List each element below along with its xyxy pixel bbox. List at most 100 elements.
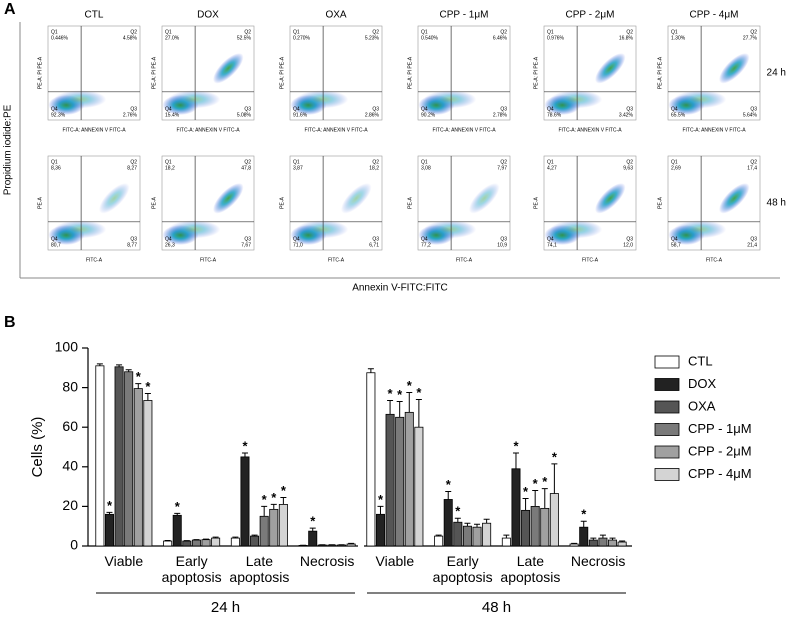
error-bar [135,383,142,389]
event-cloud [341,183,372,214]
legend-swatch [654,355,680,369]
event-cloud [168,90,221,109]
bar [521,509,531,547]
bar [404,411,414,547]
significance-marker: * [581,507,587,522]
bar [124,371,134,547]
quadrant-name: Q2 [500,29,507,35]
event-cloud [719,183,750,214]
error-bar [280,496,287,505]
quadrant-value: 47,8 [241,165,251,171]
quadrant-value: 2,69 [671,165,681,171]
bar [201,539,211,547]
quadrant-name: Q2 [500,159,507,165]
significance-marker: * [407,378,413,393]
plot-x-axis: FITC-A: ANNEXIN V FITC-A [62,127,126,133]
column-label: CTL [85,10,104,21]
significance-marker: * [552,449,558,464]
significance-marker: * [446,477,452,492]
significance-marker: * [533,476,539,491]
bar [95,365,105,547]
event-cloud [550,90,603,109]
x-tick-label: Late apoptosis [229,553,290,585]
significance-marker: * [416,385,422,400]
panel-letter: B [4,314,16,331]
significance-marker: * [136,369,142,384]
quadrant-value: 1.30% [671,35,686,41]
legend-label: DOX [688,376,717,391]
bar [250,535,260,547]
error-bar [541,488,548,509]
event-cloud [719,53,750,84]
plot-y-axis: PE-A [407,197,413,209]
error-bar [174,512,181,516]
quadrant-name: Q2 [626,29,633,35]
legend-swatch [654,400,680,414]
significance-marker: * [145,379,151,394]
event-cloud [54,220,107,239]
significance-marker: * [281,483,287,498]
error-bar [212,536,219,539]
quadrant-value: 4.58% [123,35,138,41]
error-bar [309,527,316,532]
quadrant-name: Q4 [293,236,300,242]
quadrant-name: Q4 [421,106,428,112]
group-label: 24 h [211,599,240,616]
bar [375,513,385,547]
bar [414,426,424,547]
significance-marker: * [397,387,403,402]
error-bar [125,369,132,372]
quadrant-value: 5.23% [365,35,380,41]
quadrant-name: Q3 [372,106,379,112]
quadrant-name: Q3 [500,236,507,242]
quadrant-value: 91.6% [293,112,308,118]
quadrant-value: 0.976% [547,35,565,41]
quadrant-value: 16.8% [619,35,634,41]
quadrant-value: 8,27 [127,165,137,171]
plot-y-axis: PE-A [657,197,663,209]
significance-marker: * [271,490,277,505]
error-bar [445,491,452,500]
quadrant-name: Q2 [626,159,633,165]
bar [608,539,618,547]
quadrant-value: 8,77 [127,242,137,248]
error-bar [203,538,210,540]
bar [598,537,608,547]
bar [163,540,173,547]
bar [434,535,444,547]
error-bar [241,452,248,457]
column-label: CPP - 1μM [440,10,489,21]
quadrant-value: 12,0 [623,242,633,248]
quadrant-name: Q3 [244,106,251,112]
plot-y-axis: PE-A [533,197,539,209]
quadrant-value: 27.7% [743,35,758,41]
quadrant-name: Q1 [293,29,300,35]
quadrant-value: 6.46% [493,35,508,41]
error-bar [454,517,461,523]
quadrant-name: Q3 [626,106,633,112]
quadrant-value: 74,1 [547,242,557,248]
quadrant-name: Q1 [671,29,678,35]
plot-y-axis: PE-A: PI PE-A [407,56,413,89]
quadrant-value: 8,36 [51,165,61,171]
bar [143,400,153,547]
quadrant-name: Q3 [750,106,757,112]
error-bar [261,505,268,517]
quadrant-value: 3,08 [421,165,431,171]
row-label: 24 h [767,68,786,79]
quadrant-name: Q4 [51,236,58,242]
significance-marker: * [455,504,461,519]
quadrant-value: 77,2 [421,242,431,248]
error-bar [522,497,529,511]
group-label: 48 h [482,599,511,616]
quadrant-name: Q3 [130,106,137,112]
bar [172,514,182,547]
bar [366,372,376,547]
quadrant-name: Q1 [165,29,172,35]
quadrant-name: Q1 [293,159,300,165]
error-bar [406,392,413,413]
legend-label: CPP - 4μM [688,466,752,481]
quadrant-value: 78.6% [547,112,562,118]
y-tick-label: 60 [62,418,78,434]
significance-marker: * [262,492,268,507]
